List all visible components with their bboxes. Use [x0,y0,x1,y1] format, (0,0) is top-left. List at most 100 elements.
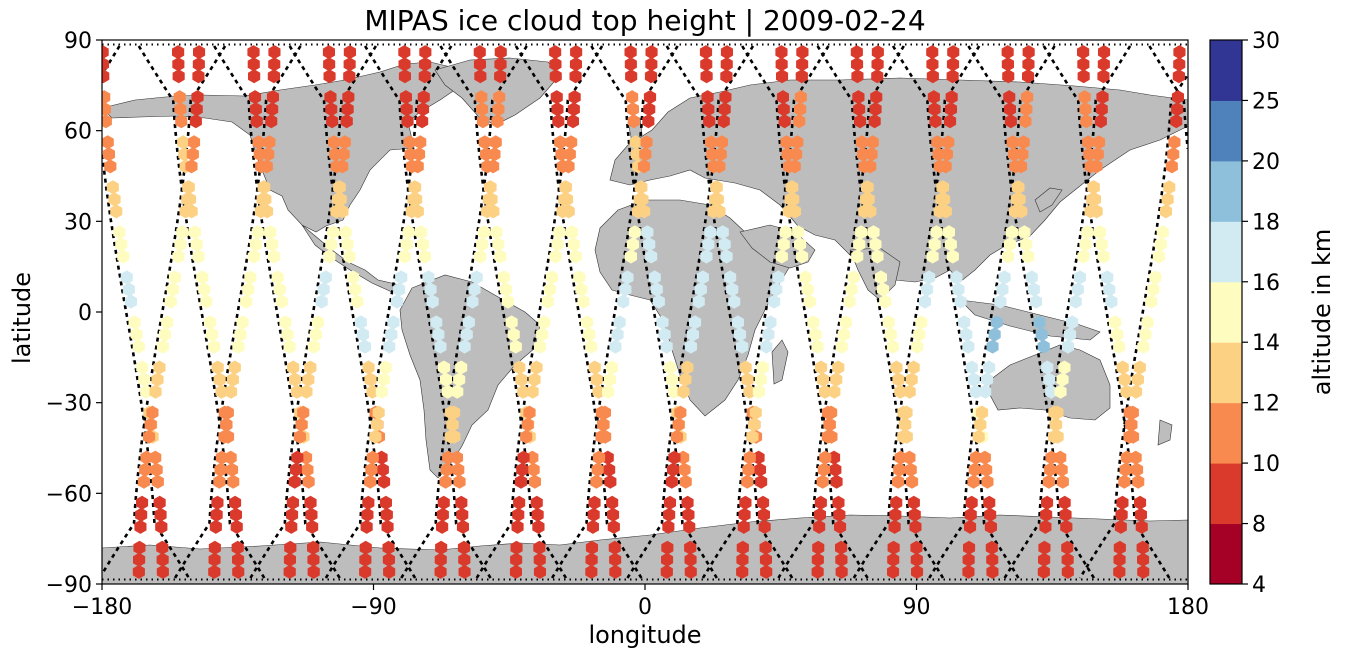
cloud-marker [791,135,804,150]
cloud-marker [281,327,294,342]
cloud-marker [379,495,392,510]
cloud-marker [758,519,771,534]
cloud-marker [289,462,302,477]
cloud-marker [487,159,500,174]
cloud-marker [1101,270,1114,285]
cloud-marker [954,294,967,309]
cloud-marker [1133,360,1146,375]
cloud-marker [511,519,524,534]
cloud-marker [619,282,632,297]
cloud-marker [155,519,168,534]
cloud-marker [379,360,392,375]
cloud-marker [1172,69,1185,84]
cloud-marker [409,180,422,195]
cloud-marker [398,45,411,60]
cloud-marker [302,474,315,489]
cloud-marker [271,270,284,285]
cloud-marker [172,45,185,60]
cloud-marker [1071,282,1084,297]
cloud-marker [866,135,879,150]
cloud-marker [213,474,226,489]
cloud-marker [816,372,830,387]
cloud-marker [306,519,319,534]
cloud-marker [359,540,372,555]
cloud-marker [581,315,594,330]
cloud-marker [1139,327,1152,342]
cloud-marker [795,69,808,84]
cloud-marker [865,147,878,162]
cloud-marker [362,360,375,375]
cloud-marker [1040,507,1053,522]
cloud-marker [915,315,928,330]
cloud-marker [946,249,959,264]
cloud-marker [398,249,411,264]
cloud-marker [360,519,373,534]
cloud-marker [1120,450,1133,465]
cloud-marker [1161,192,1174,207]
cloud-marker [656,315,669,330]
cloud-marker [549,57,562,72]
cloud-marker [1051,405,1064,420]
cloud-marker [734,327,747,342]
cloud-marker [689,315,702,330]
cloud-marker [110,204,123,219]
cloud-marker [297,405,310,420]
cloud-marker [139,462,152,477]
cloud-marker [323,57,336,72]
colorbar-segment [1210,342,1242,404]
cloud-marker [1039,519,1052,534]
cloud-marker [190,102,203,117]
cloud-marker [756,495,770,510]
cloud-marker [224,384,238,399]
cloud-marker [492,237,505,252]
colorbar-segment [1210,100,1242,162]
cloud-marker [871,45,884,60]
cloud-marker [1018,225,1031,240]
cloud-marker [451,384,464,399]
cloud-marker [1131,462,1144,477]
cloud-marker [291,450,304,465]
cloud-marker [682,507,695,522]
cloud-marker [192,57,205,72]
cloud-marker [714,147,727,162]
cloud-marker [191,90,204,105]
cloud-marker [796,45,809,60]
cloud-marker [1078,90,1091,105]
cloud-marker [301,462,314,477]
cloud-marker [102,45,109,60]
cloud-marker [405,204,418,219]
cloud-marker [577,294,590,309]
cloud-marker [790,147,803,162]
cloud-marker [604,474,617,489]
cloud-marker [1006,135,1019,150]
cloud-marker [817,462,830,477]
cloud-markers [102,45,1186,579]
cloud-marker [288,474,301,489]
cloud-marker [514,474,528,489]
cloud-marker [981,372,994,387]
land-new-zealand [1157,419,1173,446]
cloud-marker [718,237,731,252]
cloud-marker [268,57,281,72]
cloud-marker [935,192,948,207]
cloud-marker [528,372,541,387]
cloud-marker [606,495,619,510]
cloud-marker [717,114,730,129]
cloud-marker [499,282,512,297]
cloud-marker [549,45,562,60]
cloud-marker [905,474,919,489]
colorbar-tick-label: 18 [1252,210,1280,235]
cloud-marker [481,204,494,219]
cloud-marker [565,135,578,150]
cloud-marker [882,315,895,330]
cloud-marker [746,429,759,444]
cloud-marker [1116,360,1129,375]
cloud-marker [1134,507,1147,522]
cloud-marker [868,114,881,129]
cloud-marker [684,540,697,555]
cloud-marker [603,372,617,387]
cloud-marker [247,45,260,60]
cloud-marker [436,507,449,522]
cloud-marker [679,474,692,489]
cloud-marker [854,114,867,129]
